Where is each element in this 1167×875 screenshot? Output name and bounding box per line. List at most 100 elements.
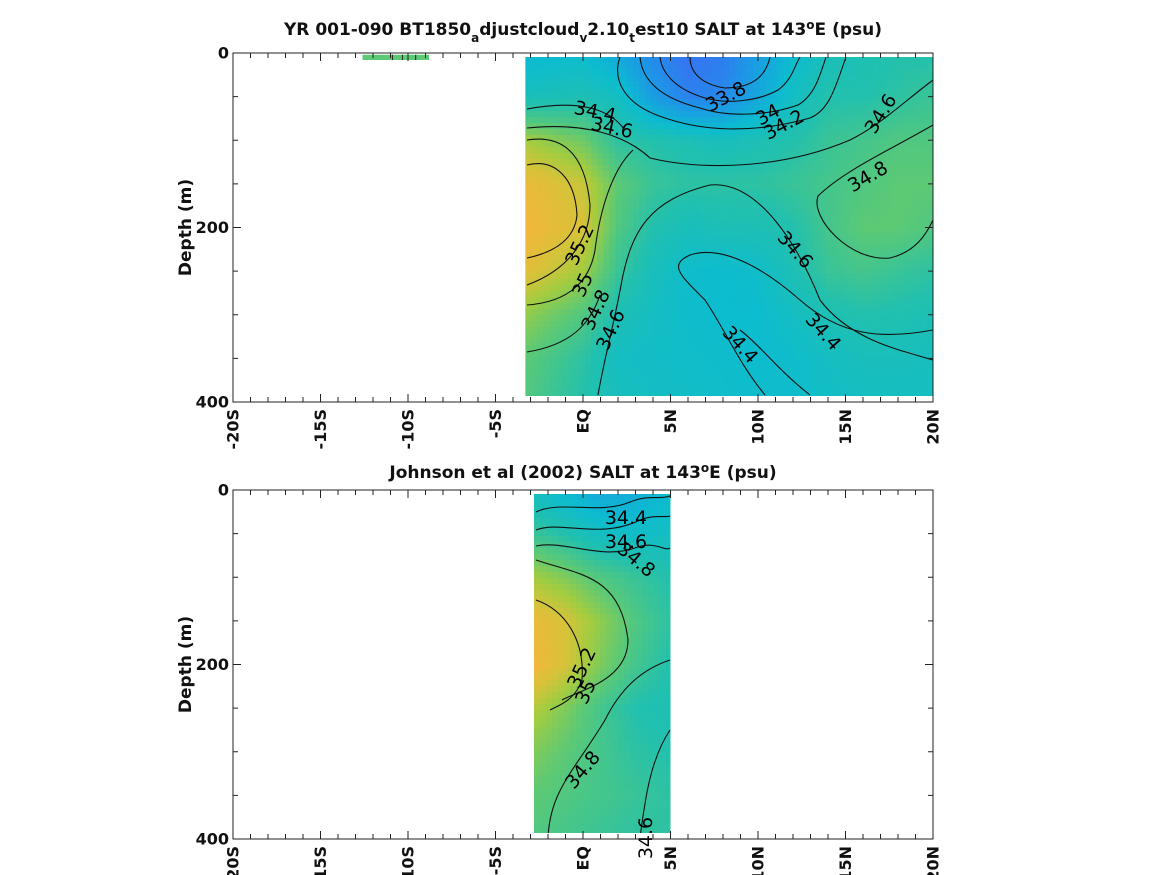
salinity-cell xyxy=(873,339,880,346)
salinity-cell xyxy=(897,225,904,232)
salinity-cell xyxy=(765,69,772,76)
salinity-cell xyxy=(540,662,547,669)
salinity-cell xyxy=(621,249,628,256)
salinity-cell xyxy=(561,267,568,274)
salinity-cell xyxy=(927,201,933,208)
salinity-cell xyxy=(789,285,796,292)
salinity-cell xyxy=(921,309,928,316)
salinity-cell xyxy=(723,201,730,208)
salinity-cell xyxy=(651,207,658,214)
salinity-cell xyxy=(741,327,748,334)
salinity-cell xyxy=(735,135,742,142)
salinity-cell xyxy=(723,291,730,298)
salinity-cell xyxy=(903,225,910,232)
salinity-cell xyxy=(915,75,922,82)
salinity-cell xyxy=(759,117,766,124)
salinity-cell xyxy=(915,357,922,364)
salinity-cell xyxy=(657,237,664,244)
salinity-cell xyxy=(558,560,565,567)
salinity-cell xyxy=(855,363,862,370)
salinity-cell xyxy=(570,518,577,525)
salinity-cell xyxy=(537,357,544,364)
salinity-cell xyxy=(681,369,688,376)
salinity-cell xyxy=(579,231,586,238)
salinity-cell xyxy=(654,548,661,555)
salinity-cell xyxy=(549,183,556,190)
salinity-cell xyxy=(606,506,613,513)
salinity-cell xyxy=(579,111,586,118)
salinity-cell xyxy=(531,171,538,178)
salinity-cell xyxy=(549,141,556,148)
salinity-cell xyxy=(729,135,736,142)
salinity-cell xyxy=(843,159,850,166)
salinity-cell xyxy=(621,129,628,136)
salinity-cell xyxy=(675,147,682,154)
salinity-cell xyxy=(549,249,556,256)
salinity-cell xyxy=(555,171,562,178)
salinity-cell xyxy=(927,141,933,148)
salinity-cell xyxy=(825,117,832,124)
salinity-cell xyxy=(855,279,862,286)
salinity-cell xyxy=(555,57,562,64)
salinity-cell xyxy=(855,273,862,280)
salinity-cell xyxy=(546,674,553,681)
salinity-cell xyxy=(789,321,796,328)
salinity-cell xyxy=(534,638,541,645)
salinity-cell xyxy=(897,141,904,148)
salinity-cell xyxy=(783,81,790,88)
salinity-cell xyxy=(711,159,718,166)
salinity-cell xyxy=(837,363,844,370)
salinity-cell xyxy=(705,147,712,154)
salinity-cell xyxy=(582,536,589,543)
salinity-cell xyxy=(765,135,772,142)
salinity-cell xyxy=(693,69,700,76)
salinity-cell xyxy=(825,351,832,358)
salinity-cell xyxy=(555,195,562,202)
salinity-cell xyxy=(861,267,868,274)
salinity-cell xyxy=(654,710,661,717)
salinity-cell xyxy=(654,722,661,729)
salinity-cell xyxy=(837,231,844,238)
salinity-cell xyxy=(879,369,886,376)
salinity-cell xyxy=(897,261,904,268)
salinity-cell xyxy=(711,111,718,118)
salinity-cell xyxy=(591,261,598,268)
salinity-cell xyxy=(663,111,670,118)
salinity-cell xyxy=(687,243,694,250)
salinity-cell xyxy=(615,351,622,358)
salinity-cell xyxy=(867,249,874,256)
salinity-cell xyxy=(921,375,928,382)
salinity-cell xyxy=(573,129,580,136)
salinity-cell xyxy=(801,243,808,250)
salinity-cell xyxy=(909,339,916,346)
salinity-cell xyxy=(915,261,922,268)
salinity-cell xyxy=(624,680,631,687)
salinity-cell xyxy=(795,165,802,172)
salinity-cell xyxy=(723,327,730,334)
salinity-cell xyxy=(639,63,646,70)
salinity-cell xyxy=(783,231,790,238)
salinity-cell xyxy=(540,716,547,723)
salinity-cell xyxy=(741,105,748,112)
salinity-cell xyxy=(801,333,808,340)
salinity-cell xyxy=(603,75,610,82)
salinity-cell xyxy=(624,650,631,657)
salinity-cell xyxy=(660,716,667,723)
salinity-cell xyxy=(849,237,856,244)
salinity-cell xyxy=(573,279,580,286)
salinity-cell xyxy=(867,225,874,232)
salinity-cell xyxy=(642,614,649,621)
salinity-cell xyxy=(723,357,730,364)
x-tick-label: 20N xyxy=(924,409,943,445)
salinity-cell xyxy=(552,722,559,729)
salinity-cell xyxy=(711,315,718,322)
salinity-cell xyxy=(552,608,559,615)
salinity-cell xyxy=(723,393,730,396)
salinity-cell xyxy=(627,207,634,214)
salinity-cell xyxy=(849,327,856,334)
salinity-cell xyxy=(873,87,880,94)
salinity-cell xyxy=(573,381,580,388)
salinity-cell xyxy=(885,297,892,304)
salinity-cell xyxy=(849,75,856,82)
salinity-cell xyxy=(633,63,640,70)
